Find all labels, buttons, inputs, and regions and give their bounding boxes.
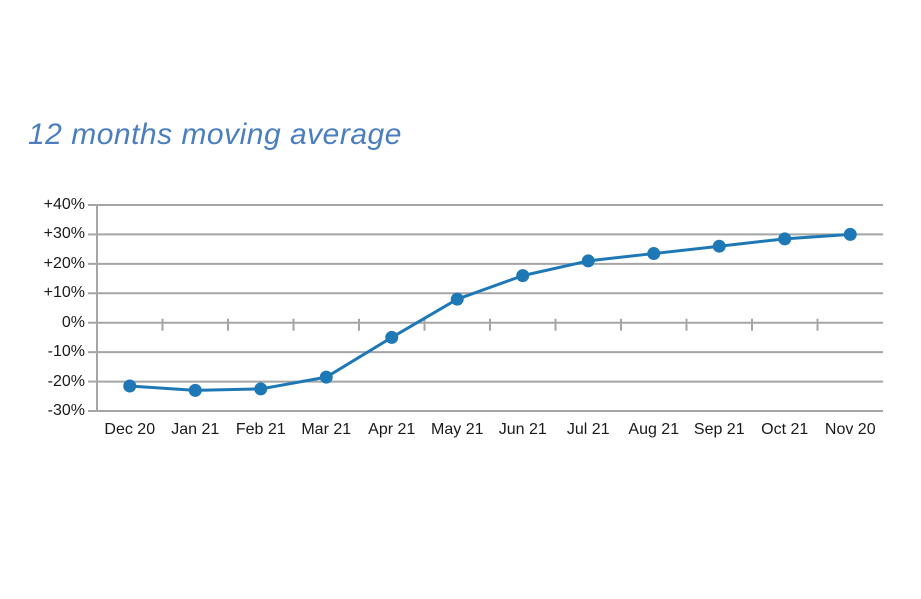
x-tick-label: Jul 21	[566, 421, 610, 438]
y-tick-label: +20%	[43, 254, 85, 272]
data-point-marker	[254, 382, 268, 396]
data-point-marker	[319, 370, 333, 384]
data-point-marker	[778, 232, 792, 246]
x-tick-label: Dec 20	[104, 421, 156, 438]
data-point-marker	[385, 330, 399, 344]
y-tick-label: -10%	[47, 343, 85, 361]
y-tick-label: +40%	[43, 196, 85, 213]
data-point-marker	[123, 379, 137, 393]
y-tick-label: -30%	[47, 402, 85, 419]
data-point-marker	[516, 269, 530, 283]
data-point-marker	[712, 239, 726, 253]
data-point-marker	[188, 383, 202, 397]
x-tick-label: Feb 21	[235, 421, 286, 438]
series-line	[129, 232, 851, 392]
x-tick-label: Aug 21	[628, 421, 680, 438]
x-tick-label: Jun 21	[498, 421, 547, 438]
y-tick-label: +30%	[43, 225, 85, 243]
data-point-marker	[450, 292, 464, 306]
x-tick-label: May 21	[431, 421, 484, 438]
x-tick-label: Oct 21	[761, 421, 809, 438]
data-point-marker	[581, 254, 595, 268]
data-point-marker	[843, 227, 857, 241]
x-tick-label: Nov 20	[824, 421, 876, 438]
data-point-marker	[647, 247, 661, 261]
x-tick-label: Apr 21	[368, 421, 416, 438]
x-tick-label: Sep 21	[693, 421, 745, 438]
x-tick-label: Jan 21	[171, 421, 220, 438]
y-tick-label: +10%	[43, 284, 85, 302]
y-tick-label: -20%	[47, 372, 85, 390]
y-tick-label: 0%	[61, 313, 85, 331]
x-tick-label: Mar 21	[301, 421, 352, 438]
chart-title: 12 months moving average	[28, 118, 402, 151]
